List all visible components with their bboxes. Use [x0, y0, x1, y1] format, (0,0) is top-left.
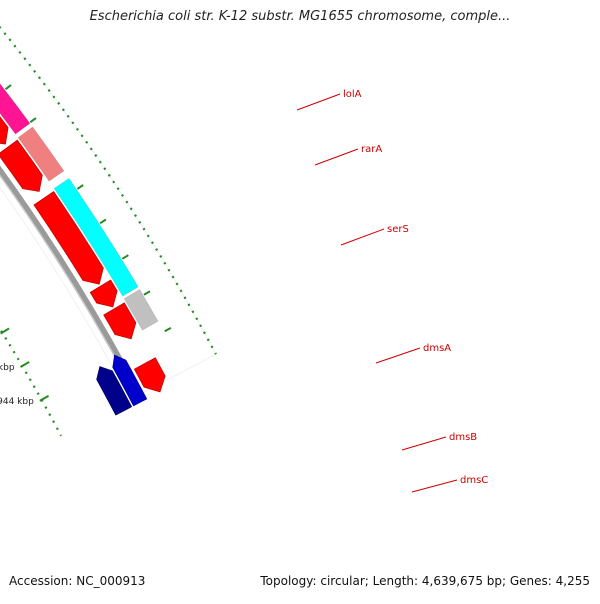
backbone-highlight: [0, 174, 137, 397]
gene-label-leader: [411, 479, 458, 493]
gene-track-background: [0, 26, 217, 401]
outer-tick: [121, 254, 129, 260]
cds-arrow: [103, 302, 137, 340]
outer-tick: [164, 326, 172, 333]
gene-bar: [53, 177, 139, 297]
cds-arrow: [33, 191, 104, 285]
scale-tick: [0, 327, 10, 335]
outer-tick: [76, 184, 84, 190]
cds-arrow: [0, 116, 9, 145]
scale-tick: [39, 395, 50, 402]
gene-label-leader: [314, 148, 359, 166]
gene-label-leader: [296, 93, 341, 111]
gene-label-serS: serS: [387, 224, 409, 235]
gene-label-leader: [340, 228, 385, 246]
outer-tick: [29, 117, 37, 123]
outer-tick: [4, 84, 12, 91]
gene-label-dmsC: dmsC: [460, 475, 488, 486]
cds-arrow: [89, 279, 118, 308]
gene-label-dmsB: dmsB: [449, 432, 477, 443]
reverse-gene-arrow: [96, 366, 133, 416]
gene-label-lolA: lolA: [343, 89, 362, 100]
reverse-gene-arrow: [112, 354, 148, 407]
scale-tick-label: 944 kbp: [0, 397, 34, 407]
accession-text: Accession: NC_000913: [9, 574, 146, 588]
gene-bar: [17, 126, 65, 182]
outer-tick: [99, 218, 107, 225]
gene-label-leader: [401, 436, 447, 451]
genome-summary-text: Topology: circular; Length: 4,639,675 bp…: [260, 574, 590, 588]
scale-tick-label: 943 kbp: [0, 363, 15, 373]
scale-tick: [20, 361, 30, 368]
gene-bar: [123, 289, 159, 331]
backbone-ring: [0, 165, 142, 397]
gene-label-leader: [375, 347, 421, 364]
cds-arrow: [133, 357, 166, 393]
gene-label-dmsA: dmsA: [423, 343, 451, 354]
cds-arrow: [0, 139, 43, 192]
gene-label-rarA: rarA: [361, 144, 382, 155]
gene-bar: [0, 83, 31, 135]
map-title: Escherichia coli str. K-12 substr. MG165…: [89, 9, 511, 24]
outer-tick: [143, 290, 151, 296]
